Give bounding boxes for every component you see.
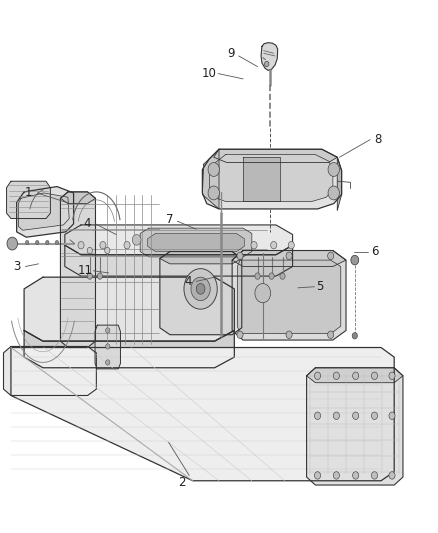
Circle shape [288, 241, 294, 249]
Circle shape [328, 331, 334, 338]
Text: 9: 9 [227, 47, 235, 60]
Polygon shape [160, 252, 242, 335]
Text: 10: 10 [202, 67, 217, 80]
Text: 8: 8 [374, 133, 381, 146]
Text: 1: 1 [25, 187, 32, 199]
Polygon shape [24, 277, 234, 341]
Polygon shape [18, 193, 69, 230]
Polygon shape [4, 346, 96, 395]
Circle shape [7, 237, 18, 250]
Circle shape [184, 269, 217, 309]
Circle shape [265, 61, 269, 67]
Polygon shape [337, 157, 342, 211]
Polygon shape [24, 330, 234, 368]
Text: 11: 11 [78, 264, 93, 277]
Circle shape [255, 273, 260, 279]
Circle shape [78, 241, 84, 249]
Circle shape [328, 252, 334, 260]
Circle shape [371, 372, 378, 379]
Polygon shape [60, 192, 95, 204]
Text: 6: 6 [371, 245, 378, 258]
Circle shape [280, 273, 285, 279]
Polygon shape [307, 368, 403, 383]
Circle shape [208, 186, 219, 200]
Polygon shape [261, 43, 278, 70]
Circle shape [237, 331, 243, 338]
Circle shape [271, 241, 277, 249]
Polygon shape [148, 233, 244, 252]
Circle shape [191, 277, 210, 301]
Text: 4: 4 [84, 217, 92, 230]
Circle shape [269, 273, 274, 279]
Circle shape [328, 163, 339, 176]
Polygon shape [202, 149, 342, 209]
Circle shape [286, 252, 292, 260]
Circle shape [314, 472, 321, 479]
Circle shape [132, 235, 141, 245]
Circle shape [353, 372, 359, 379]
Circle shape [87, 247, 92, 254]
Circle shape [251, 241, 257, 249]
Circle shape [196, 284, 205, 294]
Circle shape [100, 241, 106, 249]
Circle shape [353, 472, 359, 479]
Polygon shape [65, 225, 293, 255]
Circle shape [87, 273, 92, 279]
Text: 3: 3 [13, 260, 20, 273]
Circle shape [106, 344, 110, 349]
Circle shape [371, 472, 378, 479]
Circle shape [389, 472, 395, 479]
Polygon shape [209, 155, 333, 201]
Circle shape [35, 240, 39, 245]
Circle shape [371, 412, 378, 419]
Text: 2: 2 [178, 476, 186, 489]
Circle shape [106, 360, 110, 365]
Polygon shape [60, 192, 95, 348]
Polygon shape [214, 149, 337, 163]
Circle shape [124, 241, 130, 249]
Circle shape [328, 186, 339, 200]
Polygon shape [11, 348, 394, 481]
Text: 5: 5 [316, 280, 323, 293]
Polygon shape [140, 228, 252, 257]
Circle shape [208, 163, 219, 176]
Text: 4: 4 [184, 275, 192, 288]
Circle shape [389, 412, 395, 419]
Circle shape [105, 247, 110, 254]
Circle shape [353, 412, 359, 419]
Polygon shape [243, 157, 280, 201]
Circle shape [46, 240, 49, 245]
Text: 7: 7 [166, 213, 174, 226]
Polygon shape [160, 252, 242, 264]
Circle shape [389, 372, 395, 379]
Circle shape [255, 284, 271, 303]
Circle shape [237, 252, 243, 260]
Polygon shape [307, 368, 403, 485]
Circle shape [97, 273, 102, 279]
Polygon shape [7, 181, 50, 219]
Circle shape [351, 255, 359, 265]
Circle shape [106, 328, 110, 333]
Polygon shape [237, 260, 341, 334]
Polygon shape [202, 149, 219, 209]
Circle shape [333, 372, 339, 379]
Polygon shape [232, 251, 346, 266]
Circle shape [314, 372, 321, 379]
Polygon shape [232, 251, 346, 340]
Polygon shape [95, 325, 120, 369]
Circle shape [314, 412, 321, 419]
Circle shape [55, 240, 59, 245]
Circle shape [333, 412, 339, 419]
Circle shape [352, 333, 357, 339]
Polygon shape [65, 245, 293, 276]
Circle shape [333, 472, 339, 479]
Circle shape [286, 331, 292, 338]
Circle shape [25, 240, 29, 245]
Polygon shape [17, 187, 74, 237]
